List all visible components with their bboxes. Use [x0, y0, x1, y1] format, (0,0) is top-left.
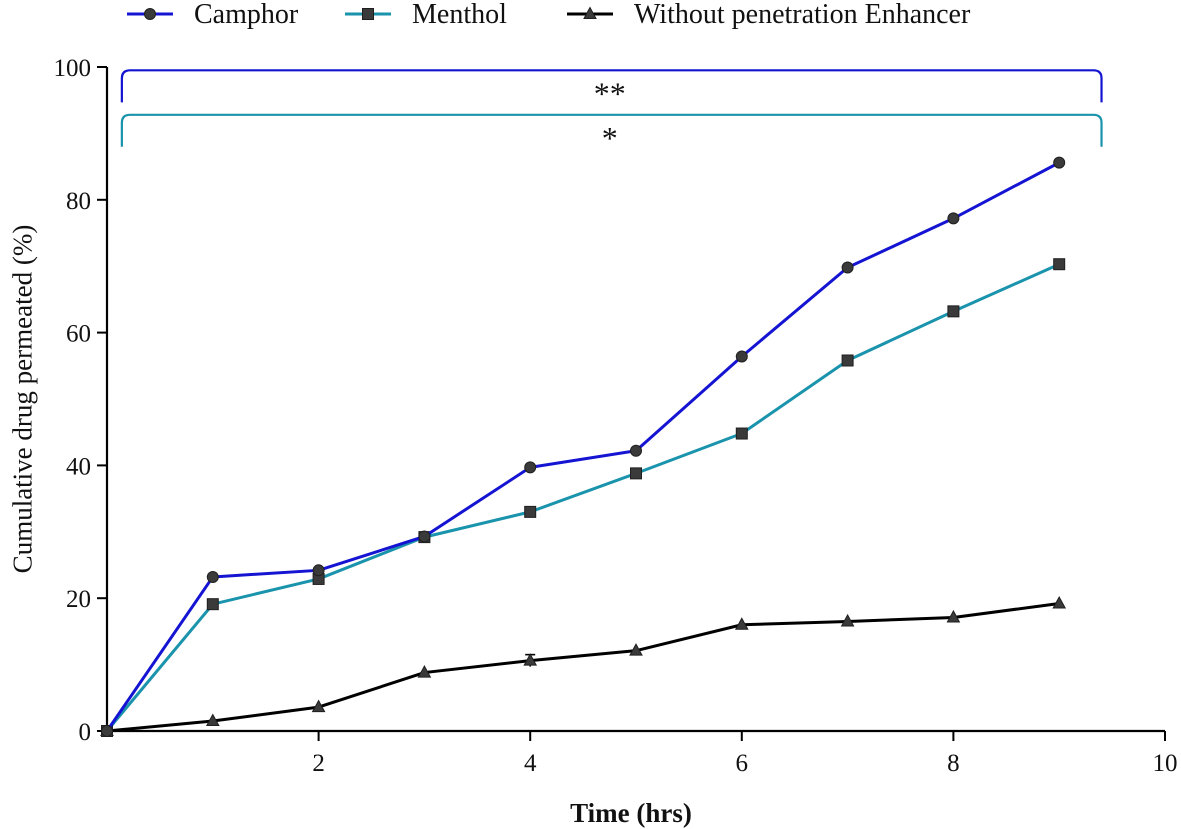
data-point [524, 461, 537, 474]
bracket-line [120, 113, 1103, 147]
significance-bracket: ** [120, 69, 1103, 111]
significance-label: * [602, 120, 618, 156]
data-point [205, 713, 220, 727]
data-point [947, 212, 960, 225]
legend-marker [583, 6, 597, 19]
x-axis-title: Time (hrs) [570, 798, 692, 828]
legend-item-without-penetration-enhancer: Without penetration Enhancer [567, 0, 971, 30]
series-line-camphor [105, 161, 1060, 732]
series [100, 156, 1067, 737]
data-point [206, 598, 219, 611]
x-tick-label: 6 [736, 750, 749, 777]
data-point [206, 570, 219, 583]
y-axis-title: Cumulative drug permeated (%) [7, 225, 37, 574]
series-line-without-penetration-enhancer [106, 602, 1060, 733]
data-point [1052, 595, 1067, 609]
legend-item-menthol: Menthol [345, 0, 507, 30]
y-tick-label: 40 [66, 453, 91, 480]
series-without-penetration-enhancer [100, 595, 1067, 736]
axes [105, 67, 1165, 733]
data-point [523, 653, 538, 666]
legend-marker [362, 8, 374, 20]
y-tick-label: 100 [54, 55, 92, 82]
axis-ticks: 0 20 40 60 80 100 2 4 6 8 10 [54, 55, 1178, 777]
data-point [312, 564, 325, 577]
data-point [841, 354, 854, 367]
series-line-menthol [105, 262, 1060, 732]
data-point [1053, 156, 1066, 169]
bracket-line [120, 69, 1103, 103]
legend-label: Menthol [412, 0, 507, 30]
data-point [630, 467, 642, 480]
y-tick-label: 0 [79, 719, 92, 746]
data-point [840, 613, 855, 627]
data-point [946, 609, 961, 623]
legend-label: Without penetration Enhancer [634, 0, 971, 30]
y-tick-label: 60 [66, 321, 91, 348]
y-tick-label: 20 [66, 586, 91, 613]
data-point [417, 665, 432, 678]
x-tick-label: 10 [1153, 750, 1178, 777]
series-menthol [101, 258, 1066, 737]
data-point [630, 444, 642, 457]
y-tick-label: 80 [66, 188, 91, 215]
series-camphor [101, 156, 1066, 737]
data-point [841, 261, 854, 274]
x-tick-label: 4 [524, 750, 537, 777]
data-point [1053, 258, 1066, 271]
x-tick-label: 8 [947, 750, 960, 777]
data-point [418, 530, 431, 543]
data-point [311, 699, 326, 713]
data-point [735, 427, 748, 440]
data-point [734, 617, 749, 630]
x-tick-label: 2 [312, 750, 325, 777]
legend-marker [144, 8, 156, 20]
data-point [101, 725, 113, 737]
data-point [524, 505, 537, 518]
significance-label: ** [594, 75, 626, 111]
legend-label: Camphor [194, 0, 299, 30]
legend-item-camphor: Camphor [127, 0, 299, 30]
data-point [947, 305, 960, 318]
data-point [629, 643, 643, 656]
data-point [735, 350, 748, 363]
significance-annotations: *** [120, 69, 1103, 156]
significance-bracket: * [120, 113, 1103, 156]
legend: Camphor Menthol Without penetration Enhanc… [127, 0, 971, 30]
